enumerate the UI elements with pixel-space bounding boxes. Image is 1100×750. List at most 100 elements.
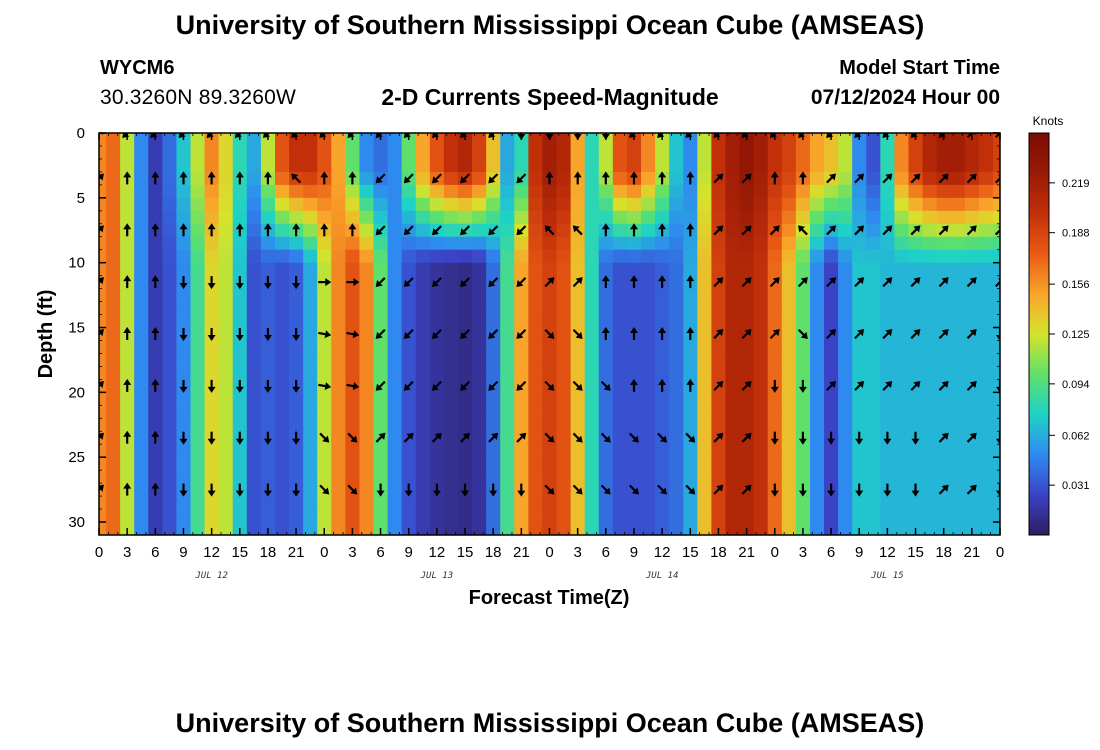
heatmap-cell — [626, 470, 642, 484]
heatmap-cell — [373, 197, 389, 212]
heatmap-cell — [134, 483, 149, 497]
heatmap-cell — [134, 145, 149, 160]
vector-arrow — [151, 327, 160, 340]
heatmap-cell — [486, 470, 501, 484]
heatmap-cell — [795, 470, 811, 484]
heatmap-cell — [950, 327, 966, 342]
vector-arrow — [544, 277, 555, 288]
heatmap-cell — [838, 158, 853, 173]
heatmap-cell — [753, 288, 769, 303]
heatmap-cell — [120, 236, 135, 251]
heatmap-cell — [429, 262, 445, 277]
x-tick-label: 0 — [545, 544, 553, 561]
heatmap-cell — [317, 444, 332, 458]
heatmap-cell — [246, 366, 262, 380]
heatmap-cell — [641, 249, 656, 264]
heatmap-cell — [317, 210, 332, 225]
vector-arrow — [318, 330, 332, 339]
heatmap-cell — [739, 158, 755, 173]
heatmap-cell — [106, 522, 121, 535]
heatmap-cell — [204, 158, 220, 173]
heatmap-cell — [753, 340, 769, 355]
heatmap-cell — [598, 457, 614, 471]
heatmap-cell — [317, 418, 332, 432]
heatmap-cell — [950, 340, 966, 355]
heatmap-cell — [218, 133, 234, 147]
heatmap-cell — [852, 353, 867, 368]
heatmap-cell — [697, 288, 712, 303]
heatmap-cell — [809, 249, 825, 264]
vector-arrow — [628, 484, 639, 495]
heatmap-cell — [753, 379, 769, 393]
heatmap-cell — [387, 522, 403, 535]
heatmap-cell — [190, 327, 206, 342]
heatmap-cell — [274, 158, 290, 173]
heatmap-cell — [148, 145, 163, 160]
heatmap-cell — [655, 509, 670, 523]
heatmap-cell — [120, 184, 135, 199]
heatmap-cell — [753, 275, 769, 290]
heatmap-cell — [725, 301, 741, 316]
heatmap-cell — [260, 457, 276, 471]
heatmap-cell — [866, 133, 881, 147]
heatmap-cell — [669, 314, 684, 329]
heatmap-cell — [697, 314, 712, 329]
heatmap-cell — [612, 275, 628, 290]
heatmap-cell — [429, 405, 445, 419]
heatmap-cell — [246, 353, 262, 368]
heatmap-cell — [331, 184, 346, 199]
heatmap-cell — [978, 457, 994, 471]
heatmap-cell — [190, 392, 206, 406]
heatmap-cell — [387, 301, 403, 316]
heatmap-cell — [556, 133, 572, 147]
heatmap-cell — [584, 340, 600, 355]
chart-title: University of Southern Mississippi Ocean… — [175, 10, 925, 40]
heatmap-cell — [753, 392, 769, 406]
heatmap-cell — [641, 275, 656, 290]
x-tick-label: 12 — [654, 544, 671, 561]
heatmap-cell — [866, 197, 881, 212]
vector-arrow — [404, 483, 413, 497]
heatmap-cell — [922, 379, 938, 393]
heatmap-cell — [683, 314, 698, 329]
x-axis-title: Forecast Time(Z) — [469, 587, 630, 609]
x-tick-label: 6 — [602, 544, 610, 561]
heatmap-cell — [852, 366, 867, 380]
heatmap-cell — [570, 249, 586, 264]
vector-arrow — [151, 482, 160, 496]
vector-arrow — [770, 379, 779, 393]
heatmap-cell — [641, 158, 656, 173]
heatmap-cell — [753, 197, 769, 212]
heatmap-cell — [992, 171, 1000, 186]
heatmap-cell — [500, 184, 515, 199]
heatmap-cell — [570, 210, 586, 225]
heatmap-cell — [232, 418, 248, 432]
vector-arrow — [994, 133, 1000, 139]
vector-arrow — [544, 484, 555, 495]
heatmap-cell — [274, 210, 290, 225]
heatmap-cell — [908, 210, 924, 225]
heatmap-cell — [781, 133, 797, 147]
heatmap-cell — [120, 418, 135, 432]
heatmap-cell — [500, 340, 515, 355]
heatmap-cell — [162, 184, 178, 199]
heatmap-cell — [838, 340, 853, 355]
heatmap-cell — [415, 327, 431, 342]
heatmap-cell — [190, 496, 206, 510]
day-label: JUL 12 — [194, 571, 228, 581]
heatmap-cell — [598, 262, 614, 277]
heatmap-cell — [500, 353, 515, 368]
heatmap-cell — [289, 366, 304, 380]
heatmap-cell — [556, 509, 572, 523]
heatmap-cell — [556, 340, 572, 355]
vector-arrow — [911, 483, 920, 497]
heatmap-cell — [472, 236, 487, 251]
heatmap-cell — [641, 171, 656, 186]
heatmap-cell — [500, 288, 515, 303]
heatmap-cell — [641, 392, 656, 406]
heatmap-cell — [542, 184, 558, 199]
vector-arrow — [658, 378, 667, 392]
heatmap-cell — [162, 340, 178, 355]
heatmap-cell — [697, 133, 712, 147]
heatmap-cell — [204, 145, 220, 160]
